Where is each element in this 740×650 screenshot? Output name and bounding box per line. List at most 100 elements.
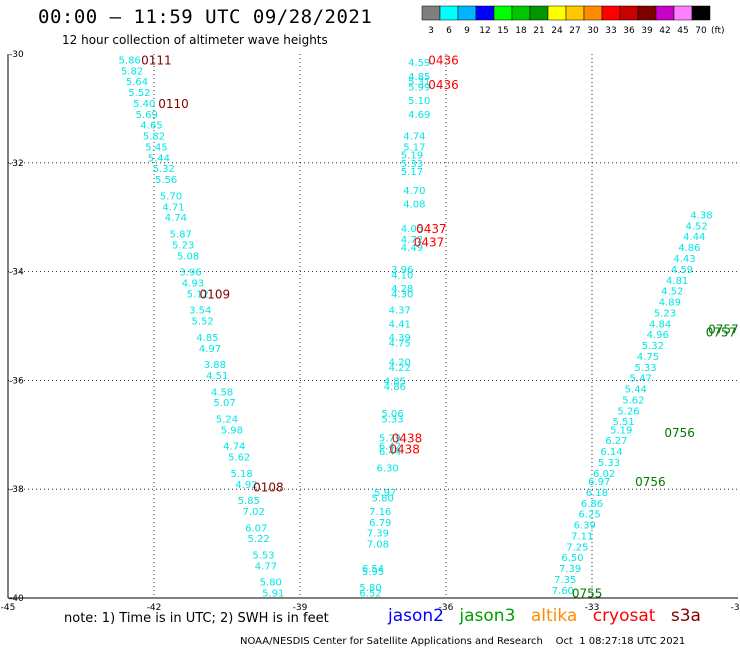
wave-height-label: 6.14 xyxy=(600,447,622,458)
time-label: 0108 xyxy=(253,480,284,494)
y-tick-label: -36 xyxy=(9,376,24,386)
wave-height-label: 5.80 xyxy=(359,583,381,594)
x-tick-label: -39 xyxy=(293,603,308,613)
wave-height-label: 5.33 xyxy=(381,414,403,425)
wave-height-label: 4.10 xyxy=(391,270,413,281)
time-label: 0757 xyxy=(708,323,739,337)
wave-height-label: 4.75 xyxy=(389,338,411,349)
wave-height-label: 5.80 xyxy=(372,493,394,504)
colorbar-tick-label: 36 xyxy=(623,26,635,36)
wave-height-label: 4.69 xyxy=(408,110,430,121)
wave-height-label: 4.38 xyxy=(690,210,712,221)
wave-height-label: 5.06 xyxy=(381,409,403,420)
series-cryosat: 4.594.855.315.995.104.694.745.175.195.33… xyxy=(359,53,458,599)
wave-height-label: 4.52 xyxy=(686,221,708,232)
wave-height-label: 4.70 xyxy=(403,186,425,197)
colorbar-tick-label: 12 xyxy=(479,26,490,36)
wave-height-label: 4.92 xyxy=(235,480,257,491)
wave-height-label: 5.98 xyxy=(221,425,243,436)
wave-height-label: 4.05 xyxy=(401,224,423,235)
wave-height-label: 5.08 xyxy=(177,251,199,262)
legend-item-jason3: jason3 xyxy=(459,606,516,626)
colorbar-tick-label: 30 xyxy=(587,26,599,36)
colorbar-tick-label: 3 xyxy=(428,26,434,36)
wave-height-label: 5.10 xyxy=(408,96,430,107)
wave-height-label: 4.85 xyxy=(384,376,406,387)
wave-height-label: 4.43 xyxy=(673,254,695,265)
wave-height-label: 4.08 xyxy=(403,200,425,211)
wave-height-label: 4.58 xyxy=(211,387,233,398)
time-label: 0437 xyxy=(414,236,445,250)
wave-height-label: 6.39 xyxy=(574,521,596,532)
wave-height-label: 6.86 xyxy=(581,499,603,510)
colorbar-tick-label: 27 xyxy=(569,26,580,36)
wave-height-label: 5.23 xyxy=(172,240,194,251)
wave-height-label: 4.81 xyxy=(666,276,688,287)
wave-height-label: 5.40 xyxy=(133,99,155,110)
wave-height-label: 5.91 xyxy=(262,589,284,600)
wave-height-label: 4.59 xyxy=(671,265,693,276)
wave-height-label: 6.25 xyxy=(578,510,600,521)
wave-height-label: 5.44 xyxy=(148,153,170,164)
wave-height-label: 4.28 xyxy=(391,284,413,295)
x-tick-label: -42 xyxy=(147,603,162,613)
wave-height-label: 4.74 xyxy=(165,213,187,224)
wave-height-label: 5.62 xyxy=(228,453,250,464)
wave-height-label: 5.82 xyxy=(143,132,165,143)
wave-height-label: 4.89 xyxy=(659,298,681,309)
wave-height-label: 4.85 xyxy=(196,333,218,344)
colorbar-tick-label: 33 xyxy=(605,26,616,36)
x-tick-label: -36 xyxy=(439,603,454,613)
x-tick-label: -33 xyxy=(585,603,600,613)
wave-height-label: 4.20 xyxy=(389,357,411,368)
wave-height-label: 4.30 xyxy=(391,289,413,300)
wave-height-label: 4.77 xyxy=(255,561,277,572)
time-label: 0110 xyxy=(158,97,189,111)
colorbar-swatch xyxy=(691,5,711,21)
wave-height-label: 6.54 xyxy=(362,564,384,575)
colorbar-tick-label: 45 xyxy=(677,26,688,36)
colorbar-tick-label: 42 xyxy=(659,26,670,36)
time-label: 0109 xyxy=(200,287,231,301)
colorbar-unit: (ft) xyxy=(711,26,725,36)
wave-height-label: 6.97 xyxy=(588,477,610,488)
wave-height-label: 4.39 xyxy=(389,333,411,344)
color-scale-bar: 3 6 9 12 15 18 21 24 27 30 33 36 39 42 45 70 (ft) xyxy=(421,5,725,36)
chart-title: 00:00 – 11:59 UTC 09/28/2021 xyxy=(38,6,373,28)
wave-height-label: 5.22 xyxy=(248,534,270,545)
wave-height-label: 4.37 xyxy=(389,306,411,317)
wave-height-label: 7.11 xyxy=(571,531,593,542)
x-tick-label: -30 xyxy=(731,603,740,613)
note-text: note: 1) Time is in UTC; 2) SWH is in fe… xyxy=(64,611,329,626)
wave-height-label: 5.31 xyxy=(408,77,430,88)
legend-item-cryosat: cryosat xyxy=(592,606,656,626)
wave-height-label: 6.79 xyxy=(369,518,391,529)
wave-height-label: 7.60 xyxy=(552,586,574,597)
wave-height-label: 5.82 xyxy=(121,66,143,77)
wave-height-label: 5.52 xyxy=(192,317,214,328)
wave-height-label: 6.02 xyxy=(593,469,615,480)
wave-height-label: 6.50 xyxy=(561,553,583,564)
wave-height-label: 5.47 xyxy=(630,374,652,385)
wave-height-label: 5.87 xyxy=(170,230,192,241)
wave-height-label: 5.17 xyxy=(403,142,425,153)
wave-height-label: 4.49 xyxy=(401,243,423,254)
wave-height-label: 5.23 xyxy=(654,308,676,319)
y-tick-label: -38 xyxy=(9,485,24,495)
wave-height-label: 5.80 xyxy=(260,578,282,589)
y-tick-label: -34 xyxy=(9,268,24,278)
wave-height-label: 5.69 xyxy=(136,110,158,121)
wave-height-label: 7.39 xyxy=(367,529,389,540)
time-label: 0757 xyxy=(706,325,737,339)
wave-height-label: 5.52 xyxy=(128,88,150,99)
wave-height-label: 3.96 xyxy=(179,268,201,279)
y-tick-label: -40 xyxy=(9,594,24,604)
wave-height-label: 4.72 xyxy=(401,235,423,246)
wave-height-label: 5.12 xyxy=(187,289,209,300)
wave-height-label: 6.42 xyxy=(379,442,401,453)
footer-credit: NOAA/NESDIS Center for Satellite Applica… xyxy=(240,636,686,647)
wave-height-label: 4.86 xyxy=(678,243,700,254)
colorbar-tick-label: 15 xyxy=(497,26,508,36)
wave-height-label: 4.52 xyxy=(661,287,683,298)
